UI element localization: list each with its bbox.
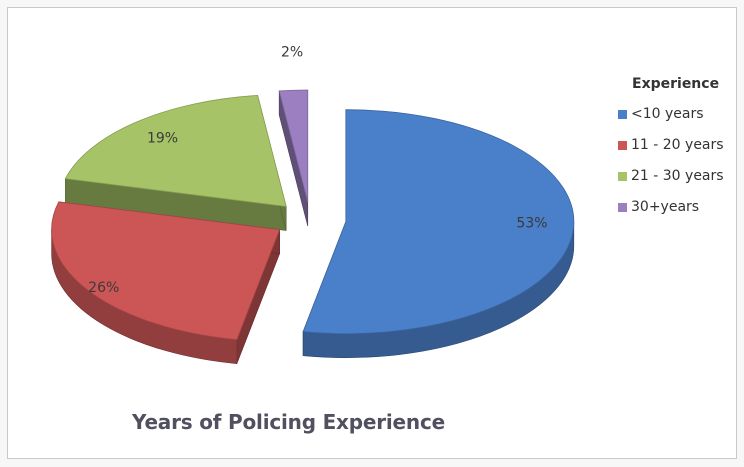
pie-slice — [302, 109, 575, 335]
legend-item-30plus: 30+years — [618, 194, 724, 220]
pie-labels: 53% 26% 19% 2% — [88, 44, 547, 295]
pie-data-label: 2% — [281, 44, 303, 60]
chart-title: Years of Policing Experience — [132, 410, 445, 434]
legend-swatch — [618, 140, 627, 150]
legend-label: 11 - 20 years — [631, 137, 724, 153]
chart-frame: 53% 26% 19% 2% Experience <10 years 11 - 20… — [7, 7, 737, 459]
legend-swatch — [618, 109, 627, 119]
legend-item-11-20: 11 - 20 years — [618, 132, 724, 158]
pie-data-label: 26% — [88, 280, 119, 296]
legend-title: Experience — [632, 76, 720, 92]
legend-item-lt10: <10 years — [618, 101, 724, 127]
pie-data-label: 19% — [147, 131, 178, 147]
legend-label: <10 years — [631, 106, 704, 122]
legend-item-21-30: 21 - 30 years — [618, 163, 724, 189]
legend-label: 30+years — [631, 199, 700, 215]
pie-slice — [278, 89, 309, 203]
legend-swatch — [618, 202, 627, 212]
pie-slice — [64, 94, 287, 207]
pie-chart: 53% 26% 19% 2% — [51, 44, 575, 364]
legend-swatch — [618, 171, 627, 181]
pie-tops — [51, 89, 575, 341]
legend: Experience <10 years 11 - 20 years 21 - … — [618, 76, 724, 225]
pie-slice — [51, 201, 281, 341]
pie-data-label: 53% — [516, 215, 547, 231]
legend-label: 21 - 30 years — [631, 168, 724, 184]
